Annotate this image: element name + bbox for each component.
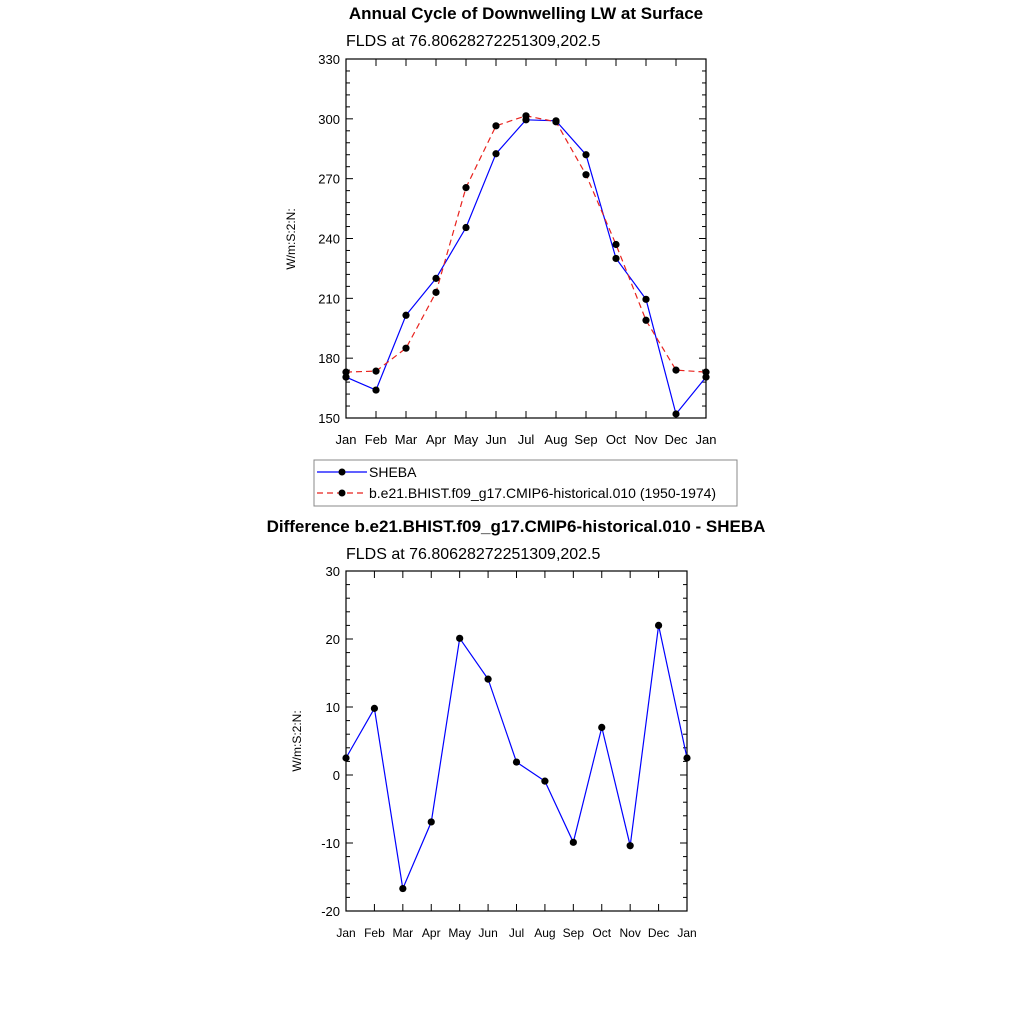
- chart1-x-tick-label: Jul: [518, 432, 535, 447]
- chart1-x-tick-label: Sep: [574, 432, 597, 447]
- chart2-x-tick-label: Nov: [619, 926, 640, 940]
- chart2-series-0-point: [626, 842, 634, 850]
- chart1-series-1-point: [342, 368, 350, 376]
- chart1-series-0-point: [462, 223, 470, 232]
- chart1-series-line-1: [345, 115, 707, 373]
- chart1-series-1-point: [402, 344, 410, 352]
- chart1-series-1-point: [642, 316, 650, 324]
- chart1-x-tick-label: Mar: [395, 432, 418, 447]
- chart1-series-1-point: [702, 368, 710, 376]
- chart2-series-0-point: [683, 754, 691, 762]
- chart2-series-0-point: [654, 621, 663, 630]
- chart1-y-tick-label: 240: [318, 232, 340, 247]
- chart2-series-0-point: [427, 818, 435, 826]
- chart2-series-0-point: [342, 754, 350, 762]
- chart2-x-tick-label: Jan: [677, 926, 696, 940]
- chart1-x-tick-label: Apr: [426, 432, 447, 447]
- chart2-x-tick-label: Sep: [563, 926, 585, 940]
- legend-entry-model: b.e21.BHIST.f09_g17.CMIP6-historical.010…: [317, 485, 716, 501]
- legend-label-sheba: SHEBA: [369, 464, 417, 480]
- chart1-series-1-point: [372, 367, 380, 375]
- chart2-subtitle: FLDS at 76.80628272251309,202.5: [346, 546, 601, 563]
- chart2-y-tick-label: -20: [321, 904, 340, 919]
- legend-marker-sheba: [338, 468, 346, 476]
- chart1-series-1-point: [432, 288, 440, 296]
- chart1-y-tick-label: 330: [318, 52, 340, 67]
- legend-label-model: b.e21.BHIST.f09_g17.CMIP6-historical.010…: [369, 485, 716, 501]
- chart1-series-0-point: [342, 373, 350, 381]
- chart2-series-0-point: [399, 884, 407, 893]
- chart1-series-0-point: [672, 410, 680, 418]
- chart2-title: Difference b.e21.BHIST.f09_g17.CMIP6-his…: [267, 517, 766, 536]
- chart1-x-tick-label: May: [454, 432, 479, 447]
- chart1-series-1-point: [612, 240, 620, 249]
- chart1-x-tick-label: Jan: [336, 432, 357, 447]
- chart1-series-1-point: [462, 184, 470, 192]
- chart2-series-0-point: [456, 634, 464, 642]
- chart1-series-0-point: [612, 254, 620, 263]
- chart1-x-tick-label: Feb: [365, 432, 387, 447]
- chart2-y-tick-label: -10: [321, 836, 340, 851]
- chart1-series-1-point: [522, 112, 530, 120]
- chart1-y-tick-label: 210: [318, 291, 340, 306]
- chart1-x-tick-label: Nov: [634, 432, 658, 447]
- chart1-series-line-0: [345, 119, 707, 416]
- chart1-x-tick-label: Oct: [606, 432, 627, 447]
- chart2-x-tick-label: Feb: [364, 926, 385, 940]
- chart2-x-tick-label: Apr: [422, 926, 441, 940]
- chart1-y-axis-label: W/m:S:2:N:: [284, 208, 298, 269]
- chart1-x-tick-label: Jun: [486, 432, 507, 447]
- chart2-series-0-point: [598, 723, 606, 732]
- chart1-layer: 150 180 210 240 270 300 330 Jan Feb Mar Apr May Jun J…: [318, 52, 716, 447]
- chart1-y-tick-label: 180: [318, 351, 340, 366]
- chart2-x-tick-label: May: [448, 926, 471, 940]
- chart2-x-tick-label: Jan: [336, 926, 355, 940]
- chart2-y-tick-label: 10: [326, 700, 340, 715]
- chart2-series-line-0: [345, 625, 688, 891]
- chart2-x-tick-label: Oct: [592, 926, 611, 940]
- chart2-series-0-point: [569, 838, 577, 846]
- chart1-series-1-point: [672, 366, 680, 374]
- chart1-y-tick-label: 300: [318, 112, 340, 127]
- chart2-series-0-point: [484, 675, 492, 683]
- chart2-plot-frame: [345, 570, 688, 912]
- chart2-series-0-point: [512, 758, 521, 766]
- legend-box: [313, 459, 738, 507]
- chart1-series-0-point: [582, 151, 590, 159]
- chart1-x-tick-label: Aug: [544, 432, 567, 447]
- legend-entry-sheba: SHEBA: [317, 464, 417, 480]
- chart1-series-1-point: [492, 122, 500, 130]
- chart1-subtitle: FLDS at 76.80628272251309,202.5: [346, 33, 601, 50]
- chart1-series-0-point: [702, 373, 710, 381]
- chart1-series-1-point: [582, 171, 590, 179]
- chart2-series-0-point: [370, 704, 379, 712]
- chart1-title: Annual Cycle of Downwelling LW at Surfac…: [349, 4, 703, 23]
- chart2-x-tick-label: Mar: [392, 926, 413, 940]
- chart2-series-0-point: [541, 777, 549, 785]
- chart1-y-tick-label: 270: [318, 172, 340, 187]
- chart2-x-tick-label: Jul: [509, 926, 524, 940]
- legend-marker-model: [338, 489, 346, 497]
- chart2-y-axis-label: W/m:S:2:N:: [290, 710, 304, 771]
- chart2-x-tick-label: Jun: [478, 926, 497, 940]
- chart1-series-1-point: [552, 118, 560, 126]
- chart1-series-0-point: [372, 386, 380, 394]
- chart2-y-tick-label: 0: [333, 768, 340, 783]
- chart2-x-tick-label: Aug: [534, 926, 555, 940]
- chart1-series-0-point: [642, 295, 650, 303]
- chart1-series-0-point: [432, 274, 440, 282]
- chart2-y-tick-label: 30: [326, 564, 340, 579]
- chart2-y-tick-label: 20: [326, 632, 340, 647]
- chart1-x-tick-label: Jan: [696, 432, 717, 447]
- chart1-y-tick-label: 150: [318, 411, 340, 426]
- chart2-layer: -20 -10 0 10 20 30 Jan Feb Mar Apr May Jun Jul Aug Sep…: [321, 564, 696, 940]
- chart1-x-tick-label: Dec: [664, 432, 688, 447]
- chart2-x-tick-label: Dec: [648, 926, 669, 940]
- chart1-series-0-point: [402, 311, 410, 319]
- chart1-series-0-point: [492, 150, 500, 158]
